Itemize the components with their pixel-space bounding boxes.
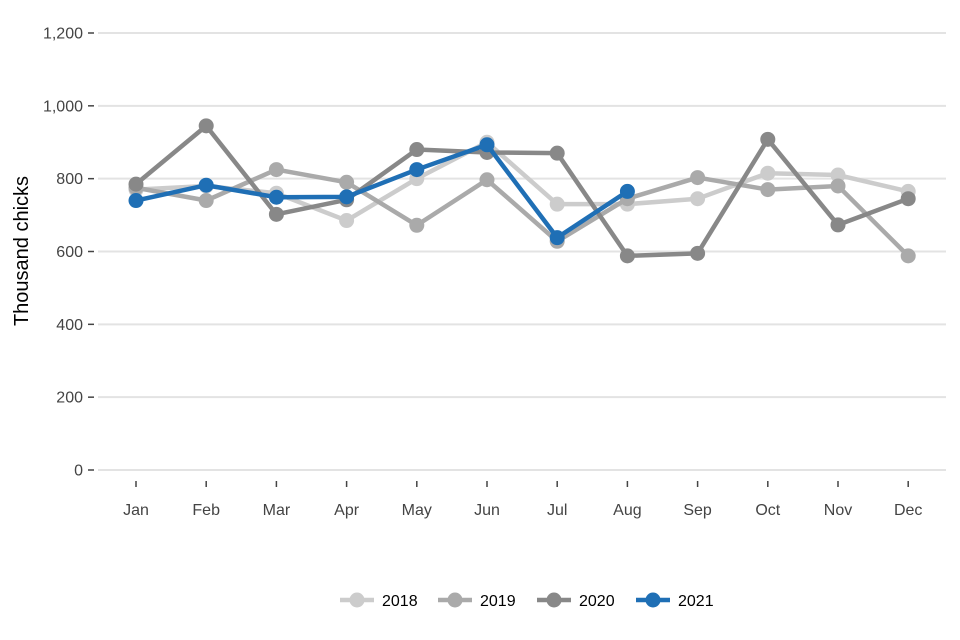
data-point (198, 118, 214, 134)
gridlines (98, 32, 946, 471)
series-line (133, 167, 911, 259)
legend-item-2021: 2021 (636, 592, 714, 610)
legend-item-2018: 2018 (340, 592, 418, 610)
y-tick-label: 600 (56, 244, 83, 261)
legend-label: 2018 (382, 593, 418, 610)
y-axis: 0 200 400 600 800 1,000 1,200 (43, 26, 94, 480)
legend-key-point (645, 592, 661, 608)
data-point (830, 178, 846, 194)
data-point (690, 170, 706, 186)
y-tick-label: 800 (56, 171, 83, 188)
data-point (128, 176, 144, 192)
x-tick-label: Mar (263, 502, 291, 519)
legend-item-2019: 2019 (438, 592, 516, 610)
legend-label: 2019 (480, 593, 516, 610)
legend-key-point (349, 592, 365, 608)
data-point (128, 193, 144, 209)
series-lines (128, 118, 916, 264)
y-tick-label: 1,000 (43, 98, 83, 115)
x-tick-label: Aug (613, 502, 641, 519)
series-line (133, 140, 911, 223)
data-point (339, 189, 355, 205)
y-tick-label: 0 (74, 463, 83, 480)
y-axis-title: Thousand chicks (11, 176, 33, 326)
data-point (549, 196, 565, 212)
series-line (133, 123, 911, 259)
legend-item-2020: 2020 (537, 592, 615, 610)
x-tick-label: Sep (683, 502, 712, 519)
x-tick-label: May (402, 502, 432, 519)
data-point (760, 165, 776, 181)
x-axis: Jan Feb Mar Apr May Jun Jul Aug Sep Oct Nov Dec (123, 481, 922, 519)
y-tick-label: 1,200 (43, 26, 83, 43)
x-tick-label: Nov (824, 502, 852, 519)
data-point (549, 230, 565, 246)
data-point (690, 245, 706, 261)
data-point (900, 248, 916, 264)
data-point (268, 189, 284, 205)
data-point (760, 131, 776, 147)
series-2021 (128, 137, 635, 246)
x-tick-label: Apr (334, 502, 360, 519)
x-tick-label: Jan (123, 502, 149, 519)
x-tick-label: Oct (755, 502, 780, 519)
data-point (409, 217, 425, 233)
data-point (479, 172, 495, 188)
x-tick-label: Jun (474, 502, 500, 519)
legend: 2018 2019 2020 2021 (340, 592, 714, 610)
legend-key-point (447, 592, 463, 608)
data-point (268, 162, 284, 178)
data-point (690, 191, 706, 207)
legend-label: 2020 (579, 593, 615, 610)
data-point (760, 182, 776, 198)
data-point (830, 217, 846, 233)
data-point (409, 142, 425, 158)
y-tick-label: 200 (56, 390, 83, 407)
data-point (339, 174, 355, 190)
data-point (830, 167, 846, 183)
data-point (549, 145, 565, 161)
data-point (900, 191, 916, 207)
data-point (268, 206, 284, 222)
series-line (133, 142, 630, 240)
data-point (409, 162, 425, 178)
legend-label: 2021 (678, 593, 714, 610)
x-tick-label: Feb (192, 502, 220, 519)
x-tick-label: Jul (547, 502, 567, 519)
y-tick-label: 400 (56, 317, 83, 334)
data-point (479, 137, 495, 153)
x-tick-label: Dec (894, 502, 922, 519)
data-point (198, 177, 214, 193)
legend-key-point (546, 592, 562, 608)
data-point (619, 183, 635, 199)
data-point (339, 213, 355, 229)
data-point (619, 248, 635, 264)
data-point (198, 193, 214, 209)
